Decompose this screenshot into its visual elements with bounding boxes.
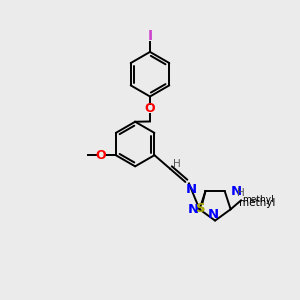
Text: N: N bbox=[208, 208, 219, 221]
Text: N: N bbox=[186, 182, 197, 196]
Text: S: S bbox=[196, 202, 206, 215]
Text: O: O bbox=[96, 149, 106, 162]
Text: methyl: methyl bbox=[242, 195, 274, 204]
Text: H: H bbox=[237, 188, 245, 198]
Text: H: H bbox=[172, 159, 180, 169]
Text: I: I bbox=[147, 29, 153, 44]
Text: methyl: methyl bbox=[239, 198, 275, 208]
Text: N: N bbox=[231, 184, 242, 197]
Text: O: O bbox=[145, 103, 155, 116]
Text: N: N bbox=[188, 203, 199, 216]
